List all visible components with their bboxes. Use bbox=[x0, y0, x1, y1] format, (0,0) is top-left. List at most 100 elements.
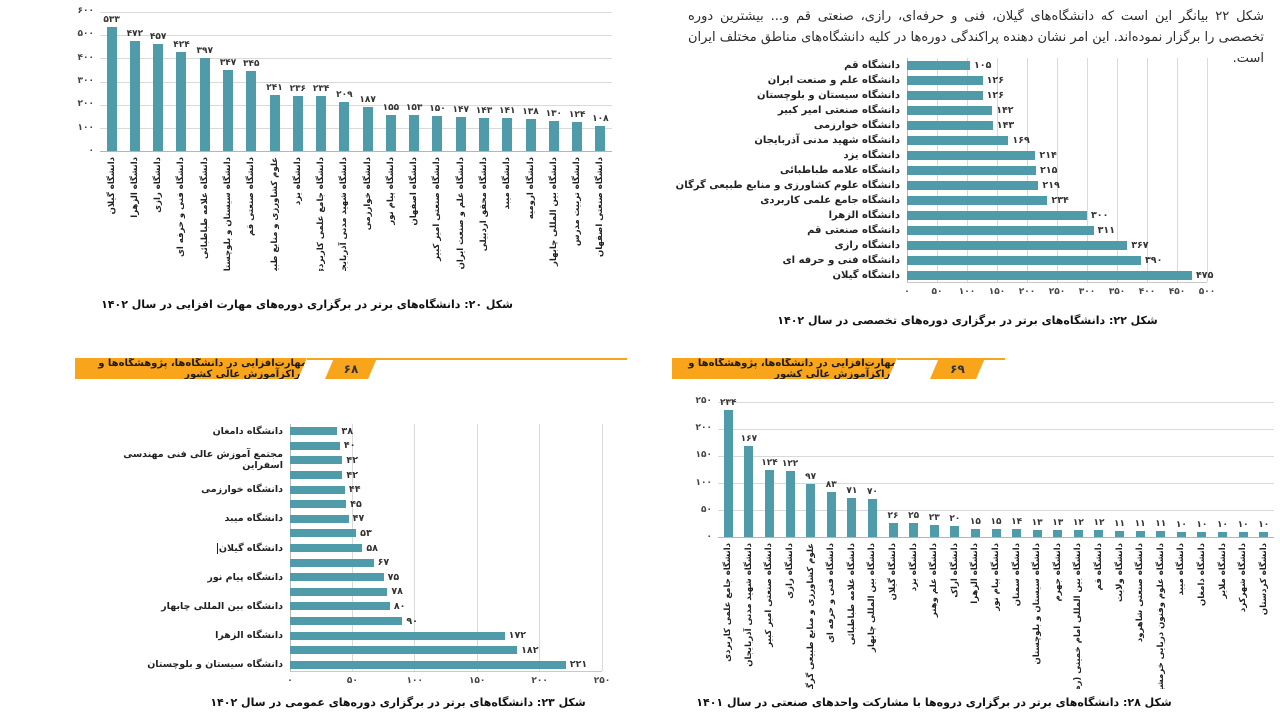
bar-zone: ۷۵ bbox=[290, 572, 399, 583]
x-axis-tick: ۳۰۰ bbox=[1078, 287, 1096, 297]
bar-value-label: ۱۰۸ bbox=[592, 113, 609, 124]
gridline bbox=[1206, 58, 1208, 282]
bar-value-label: ۱۴ bbox=[1011, 517, 1023, 528]
bar-value-label: ۲۱۵ bbox=[1040, 165, 1058, 176]
category-label: دانشگاه خوارزمی bbox=[201, 484, 283, 496]
bar-value-label: ۲۰۹ bbox=[336, 90, 353, 101]
y-axis-tick: ۴۰۰ bbox=[77, 52, 94, 63]
bar-value-label: ۳۹۷ bbox=[196, 46, 213, 57]
x-axis-tick: ۱۰۰ bbox=[406, 676, 424, 687]
y-axis-tick: ۱۵۰ bbox=[695, 450, 712, 461]
banner-title: مهارت‌افزایی در دانشگاه‌ها، پژوهشگاه‌ها … bbox=[75, 358, 307, 379]
chart-row: مجتمع آموزش عالی فنی مهندسی اسفراین ۴۲ bbox=[123, 449, 647, 471]
bar bbox=[907, 256, 1141, 265]
chart-row: دانشگاه خوارزمی ۴۴ bbox=[158, 482, 647, 497]
bar-value-label: ۲۵ bbox=[908, 511, 920, 522]
y-axis-tick: ۶۰۰ bbox=[77, 6, 94, 16]
bar bbox=[409, 115, 420, 151]
category-label: دانشگاه شهید مدنی آذربایجان bbox=[743, 543, 754, 667]
bar bbox=[316, 96, 327, 151]
bar bbox=[826, 491, 836, 537]
category-label: دانشگاه سیستان و بلوچستان bbox=[757, 90, 900, 101]
intro-paragraph: شکل ۲۲ بیانگر این است که دانشگاه‌های گیل… bbox=[688, 9, 1264, 66]
y-axis-tick: ۳۰۰ bbox=[77, 76, 94, 86]
gridline bbox=[1116, 58, 1118, 282]
category-label: دانشگاه ارومیه bbox=[525, 157, 536, 220]
bar-value-label: ۱۱ bbox=[1134, 519, 1146, 530]
bar-value-label: ۱۶۹ bbox=[1012, 135, 1030, 146]
bar-value-label: ۱۳ bbox=[1052, 517, 1064, 528]
bar-zone: ۴۴ bbox=[290, 484, 361, 495]
banner-title: مهارت‌افزایی در دانشگاه‌ها، پژوهشگاه‌ها … bbox=[672, 358, 897, 379]
bar bbox=[907, 121, 993, 130]
bar-value-label: ۳۹۰ bbox=[1145, 255, 1163, 266]
category-label: دانشگاه جامع علمی کاربردی bbox=[316, 157, 327, 271]
category-label: مجتمع آموزش عالی فنی مهندسی اسفراین bbox=[123, 449, 283, 472]
bar bbox=[888, 522, 898, 537]
chart-row: دانشگاه میبد ۴۷ bbox=[158, 512, 647, 527]
figure-22-caption: شکل ۲۲: دانشگاه‌های برتر در برگزاری دوره… bbox=[777, 314, 1158, 327]
bar bbox=[970, 528, 980, 537]
bar-value-label: ۱۲۶ bbox=[986, 90, 1004, 101]
bar-zone: ۹۰ bbox=[290, 616, 418, 627]
category-label: دانشگاه گیلان bbox=[106, 157, 117, 215]
bar bbox=[907, 136, 1009, 145]
category-label: علوم کشاورزی و منابع طبیعی گرگان bbox=[805, 543, 816, 689]
category-label: دانشگاه جامع علمی کاربردی bbox=[760, 195, 900, 206]
bar bbox=[502, 118, 513, 151]
chart-row: دانشگاه رازی ۳۶۷ bbox=[695, 238, 1252, 253]
category-label: دانشگاه پیام نور bbox=[990, 543, 1001, 611]
bar bbox=[290, 544, 363, 553]
category-label: دانشگاه علم و صنعت ایران bbox=[455, 157, 466, 270]
bar-value-label: ۱۰ bbox=[1258, 519, 1270, 530]
category-label: دانشگاه یزد bbox=[843, 150, 900, 161]
bar bbox=[907, 61, 970, 70]
bar bbox=[525, 118, 536, 151]
y-axis-tick: ۰ bbox=[706, 532, 713, 542]
bar-value-label: ۸۳ bbox=[825, 479, 837, 490]
bar-value-label: ۲۳۴ bbox=[720, 397, 737, 408]
bar-value-label: ۷۱ bbox=[846, 486, 858, 497]
bar bbox=[1012, 529, 1022, 537]
x-axis-tick: ۵۰۰ bbox=[1198, 287, 1216, 297]
bar-value-label: ۱۱ bbox=[1114, 519, 1126, 530]
bar-zone: ۳۱۱ bbox=[907, 225, 1115, 236]
chart-row: دانشگاه گیلان ۵۸ bbox=[158, 541, 647, 556]
bar-zone: ۴۲ bbox=[290, 455, 358, 466]
bar-value-label: ۴۷۲ bbox=[126, 28, 144, 39]
category-label: دانشگاه قم bbox=[1093, 543, 1104, 591]
category-label: دانشگاه بین المللی چابهار bbox=[161, 600, 283, 612]
bar bbox=[223, 70, 233, 151]
gridline bbox=[539, 424, 541, 672]
bar-zone: ۲۱۴ bbox=[907, 150, 1057, 161]
bar bbox=[907, 196, 1048, 205]
bar-value-label: ۲۰ bbox=[949, 514, 961, 525]
bar bbox=[290, 558, 374, 567]
chart-row: ۴۲ bbox=[158, 468, 647, 483]
bar-value-label: ۲۱۴ bbox=[1039, 150, 1057, 161]
category-label: دانشگاه شهرکرد bbox=[1238, 543, 1249, 613]
bar bbox=[723, 409, 733, 537]
bar-value-label: ۷۸ bbox=[391, 586, 403, 598]
bar bbox=[991, 528, 1001, 537]
bar-value-label: ۵۸ bbox=[366, 542, 378, 554]
page-banner-left: مهارت‌افزایی در دانشگاه‌ها، پژوهشگاه‌ها … bbox=[75, 357, 627, 381]
bar-zone: ۷۸ bbox=[290, 586, 403, 597]
x-axis-tick: ۴۰۰ bbox=[1138, 287, 1156, 297]
bar bbox=[339, 102, 350, 151]
category-label: دانشگاه صنعتی امیر کبیر bbox=[764, 543, 775, 647]
category-label: دانشگاه علامه طباطبائی bbox=[780, 165, 900, 176]
x-axis-tick: ۲۵۰ bbox=[593, 676, 611, 687]
bar bbox=[290, 471, 343, 480]
bar bbox=[362, 107, 373, 151]
bar-zone: ۱۴۳ bbox=[907, 120, 1014, 131]
category-label: دانشگاه علوم کشاورزی و منابع طبیعی گرگان bbox=[675, 180, 900, 191]
category-label: دانشگاه میبد bbox=[502, 157, 513, 210]
chart-row: دانشگاه خوارزمی ۱۴۳ bbox=[695, 118, 1252, 133]
chart-row: دانشگاه الزهرا ۱۷۲ bbox=[158, 628, 647, 643]
bar bbox=[432, 116, 443, 151]
bar bbox=[269, 94, 280, 151]
category-label: دانشگاه صنعتی شاهرود bbox=[1135, 543, 1146, 643]
text-caret bbox=[216, 542, 218, 554]
category-label: دانشگاه رازی bbox=[834, 240, 900, 251]
